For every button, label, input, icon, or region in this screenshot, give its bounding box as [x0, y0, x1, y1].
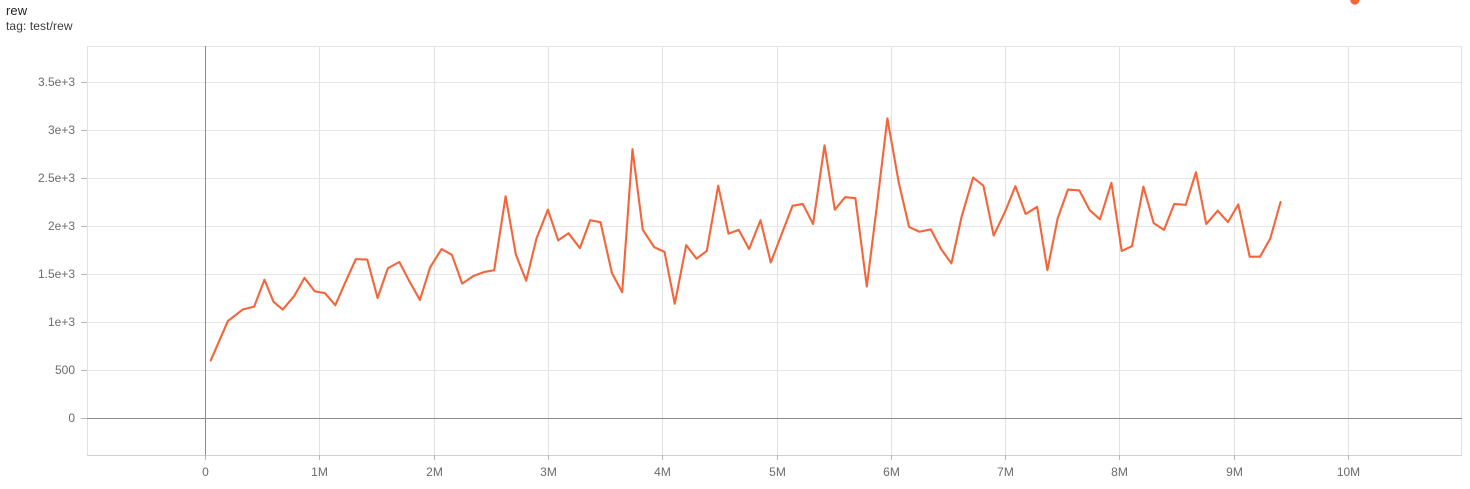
x-axis-tick-label: 9M [1226, 465, 1243, 479]
series-endpoint-marker[interactable] [1350, 0, 1360, 5]
page-title: rew [6, 3, 28, 18]
chart-tag-label: tag: test/rew [6, 19, 73, 34]
y-axis-tick-label: 3e+3 [48, 123, 75, 137]
x-axis-tick-label: 10M [1337, 465, 1360, 479]
y-axis-tick-label: 3.5e+3 [38, 75, 75, 89]
series-line-test-rew[interactable] [209, 117, 1282, 362]
chart-header: rew tag: test/rew [6, 3, 73, 34]
y-axis-tick-label: 2.5e+3 [38, 171, 75, 185]
x-axis-ticks: 0 1M 2M 3M 4M 5M 6M 7M 8M 9M 10M [202, 455, 1360, 479]
x-axis-tick-label: 1M [311, 465, 328, 479]
y-axis-tick-label: 2e+3 [48, 219, 75, 233]
x-axis-tick-label: 8M [1111, 465, 1128, 479]
y-axis-tick-label: 500 [55, 363, 75, 377]
data-series-group[interactable] [209, 0, 1360, 362]
horizontal-gridlines [87, 46, 1462, 371]
y-axis-tick-label: 0 [68, 411, 75, 425]
x-axis-tick-label: 3M [540, 465, 557, 479]
x-axis-tick-label: 0 [202, 465, 209, 479]
x-axis-tick-label: 7M [997, 465, 1014, 479]
x-axis-tick-label: 2M [426, 465, 443, 479]
vertical-gridlines [87, 46, 1462, 455]
y-axis-tick-label: 1.5e+3 [38, 267, 75, 281]
x-axis-tick-label: 5M [769, 465, 786, 479]
y-axis-tick-label: 1e+3 [48, 315, 75, 329]
axis-lines [87, 46, 1462, 456]
x-axis-tick-label: 6M [883, 465, 900, 479]
x-axis-tick-label: 4M [654, 465, 671, 479]
y-axis-ticks: 0 500 1e+3 1.5e+3 2e+3 2.5e+3 3e+3 3.5e+3 [38, 75, 87, 425]
